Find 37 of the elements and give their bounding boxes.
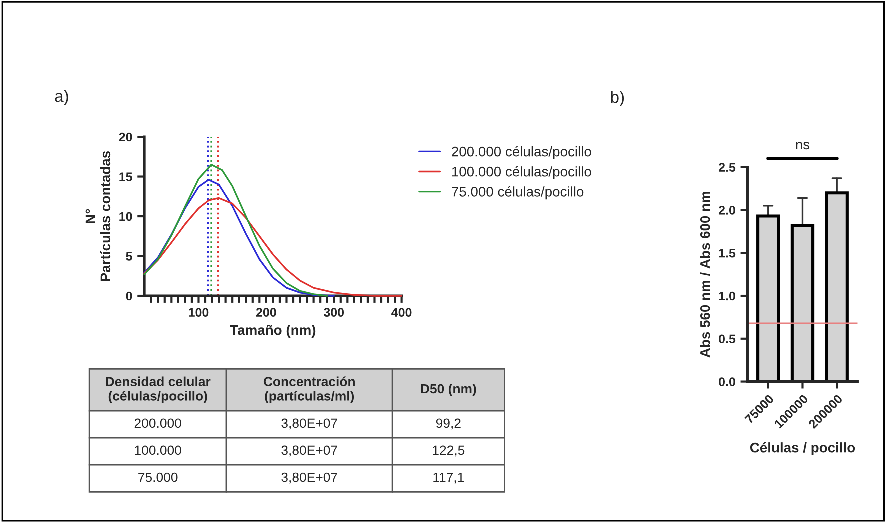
text: 99,2 xyxy=(436,418,461,430)
text: 3,80E+07 xyxy=(282,472,338,484)
text: 117,1 xyxy=(434,472,464,484)
legend-label: 100.000 células/pocillo xyxy=(452,166,592,180)
text: D50 (nm) xyxy=(421,384,476,396)
y-tick-label: 0 xyxy=(126,292,132,301)
text: 3,80E+07 xyxy=(282,446,338,457)
x-tick-label: 200 xyxy=(256,308,276,318)
legend-label: 75.000 células/pocillo xyxy=(452,186,584,200)
text: 200.000 xyxy=(134,418,182,428)
chart-title: b) xyxy=(611,90,624,106)
y-tick-label: 2.0 xyxy=(718,206,736,215)
y-tick-label: 1.5 xyxy=(719,249,736,258)
text: 122,5 xyxy=(433,446,465,457)
y-axis-title: Abs 560 nm / Abs 600 nm xyxy=(700,192,710,358)
y-tick-label: 0.5 xyxy=(719,334,736,344)
y-tick-label: 1.0 xyxy=(719,292,736,301)
text: 100.000 xyxy=(135,446,182,456)
text: 3,80E+07 xyxy=(282,418,338,430)
x-tick-label: 400 xyxy=(392,308,412,318)
text: Concentración (partículas/ml) xyxy=(264,376,355,404)
y-tick-label: 20 xyxy=(119,132,132,142)
y-tick-label: 2.5 xyxy=(718,163,736,172)
y-axis-title: N° Partículas contadas xyxy=(86,151,111,282)
y-tick-label: 5 xyxy=(126,252,132,261)
y-tick-label: 15 xyxy=(120,172,132,182)
text: 75.000 xyxy=(138,472,178,482)
text: Densidad celular (células/pocillo) xyxy=(106,376,211,404)
x-axis-title: Tamaño (nm) xyxy=(230,325,316,338)
legend-label: 200.000 células/pocillo xyxy=(452,146,592,160)
text: ns xyxy=(796,142,810,150)
x-axis-title: Células / pocillo xyxy=(750,442,856,456)
x-tick-label: 100 xyxy=(189,308,209,318)
y-tick-label: 10 xyxy=(120,212,132,222)
chart-title: a) xyxy=(55,90,68,106)
y-tick-label: 0.0 xyxy=(719,378,736,386)
x-tick-label: 300 xyxy=(324,308,344,318)
